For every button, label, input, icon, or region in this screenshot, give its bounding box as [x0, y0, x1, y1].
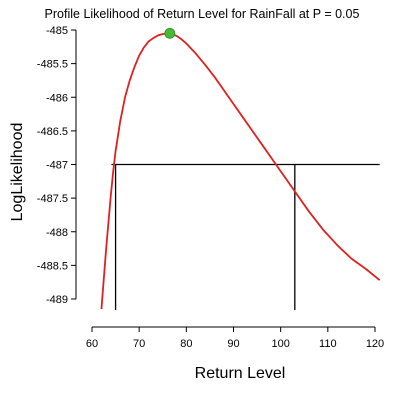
x-tick-label: 110	[319, 338, 337, 350]
reference-lines	[111, 163, 380, 310]
y-axis: -485 -485.5 -486 -486.5 -487 -487.5 -488 -488.5…	[37, 25, 77, 306]
y-tick-label: -488	[46, 227, 68, 239]
chart-title: Profile Likelihood of Return Level for R…	[45, 7, 360, 21]
y-tick-label: -485	[46, 25, 68, 37]
x-tick-label: 80	[180, 338, 192, 350]
y-tick-label: -487	[46, 160, 68, 172]
y-tick-label: -485.5	[37, 59, 68, 71]
y-axis-title: LogLikelihood	[9, 123, 26, 222]
max-likelihood-point	[164, 27, 176, 39]
likelihood-curve	[100, 32, 381, 310]
y-tick-label: -486.5	[37, 126, 68, 138]
y-tick-label: -488.5	[37, 260, 68, 272]
x-tick-label: 100	[271, 338, 289, 350]
x-tick-label: 90	[227, 338, 239, 350]
x-tick-label: 70	[133, 338, 145, 350]
y-tick-label: -489	[46, 294, 68, 306]
x-tick-label: 60	[86, 338, 98, 350]
x-axis-title: Return Level	[195, 365, 286, 382]
x-tick-label: 120	[366, 338, 384, 350]
y-tick-label: -486	[46, 92, 68, 104]
y-tick-label: -487.5	[37, 193, 68, 205]
series-group	[100, 27, 381, 310]
x-axis: 60 70 80 90 100 110 120	[86, 326, 384, 350]
